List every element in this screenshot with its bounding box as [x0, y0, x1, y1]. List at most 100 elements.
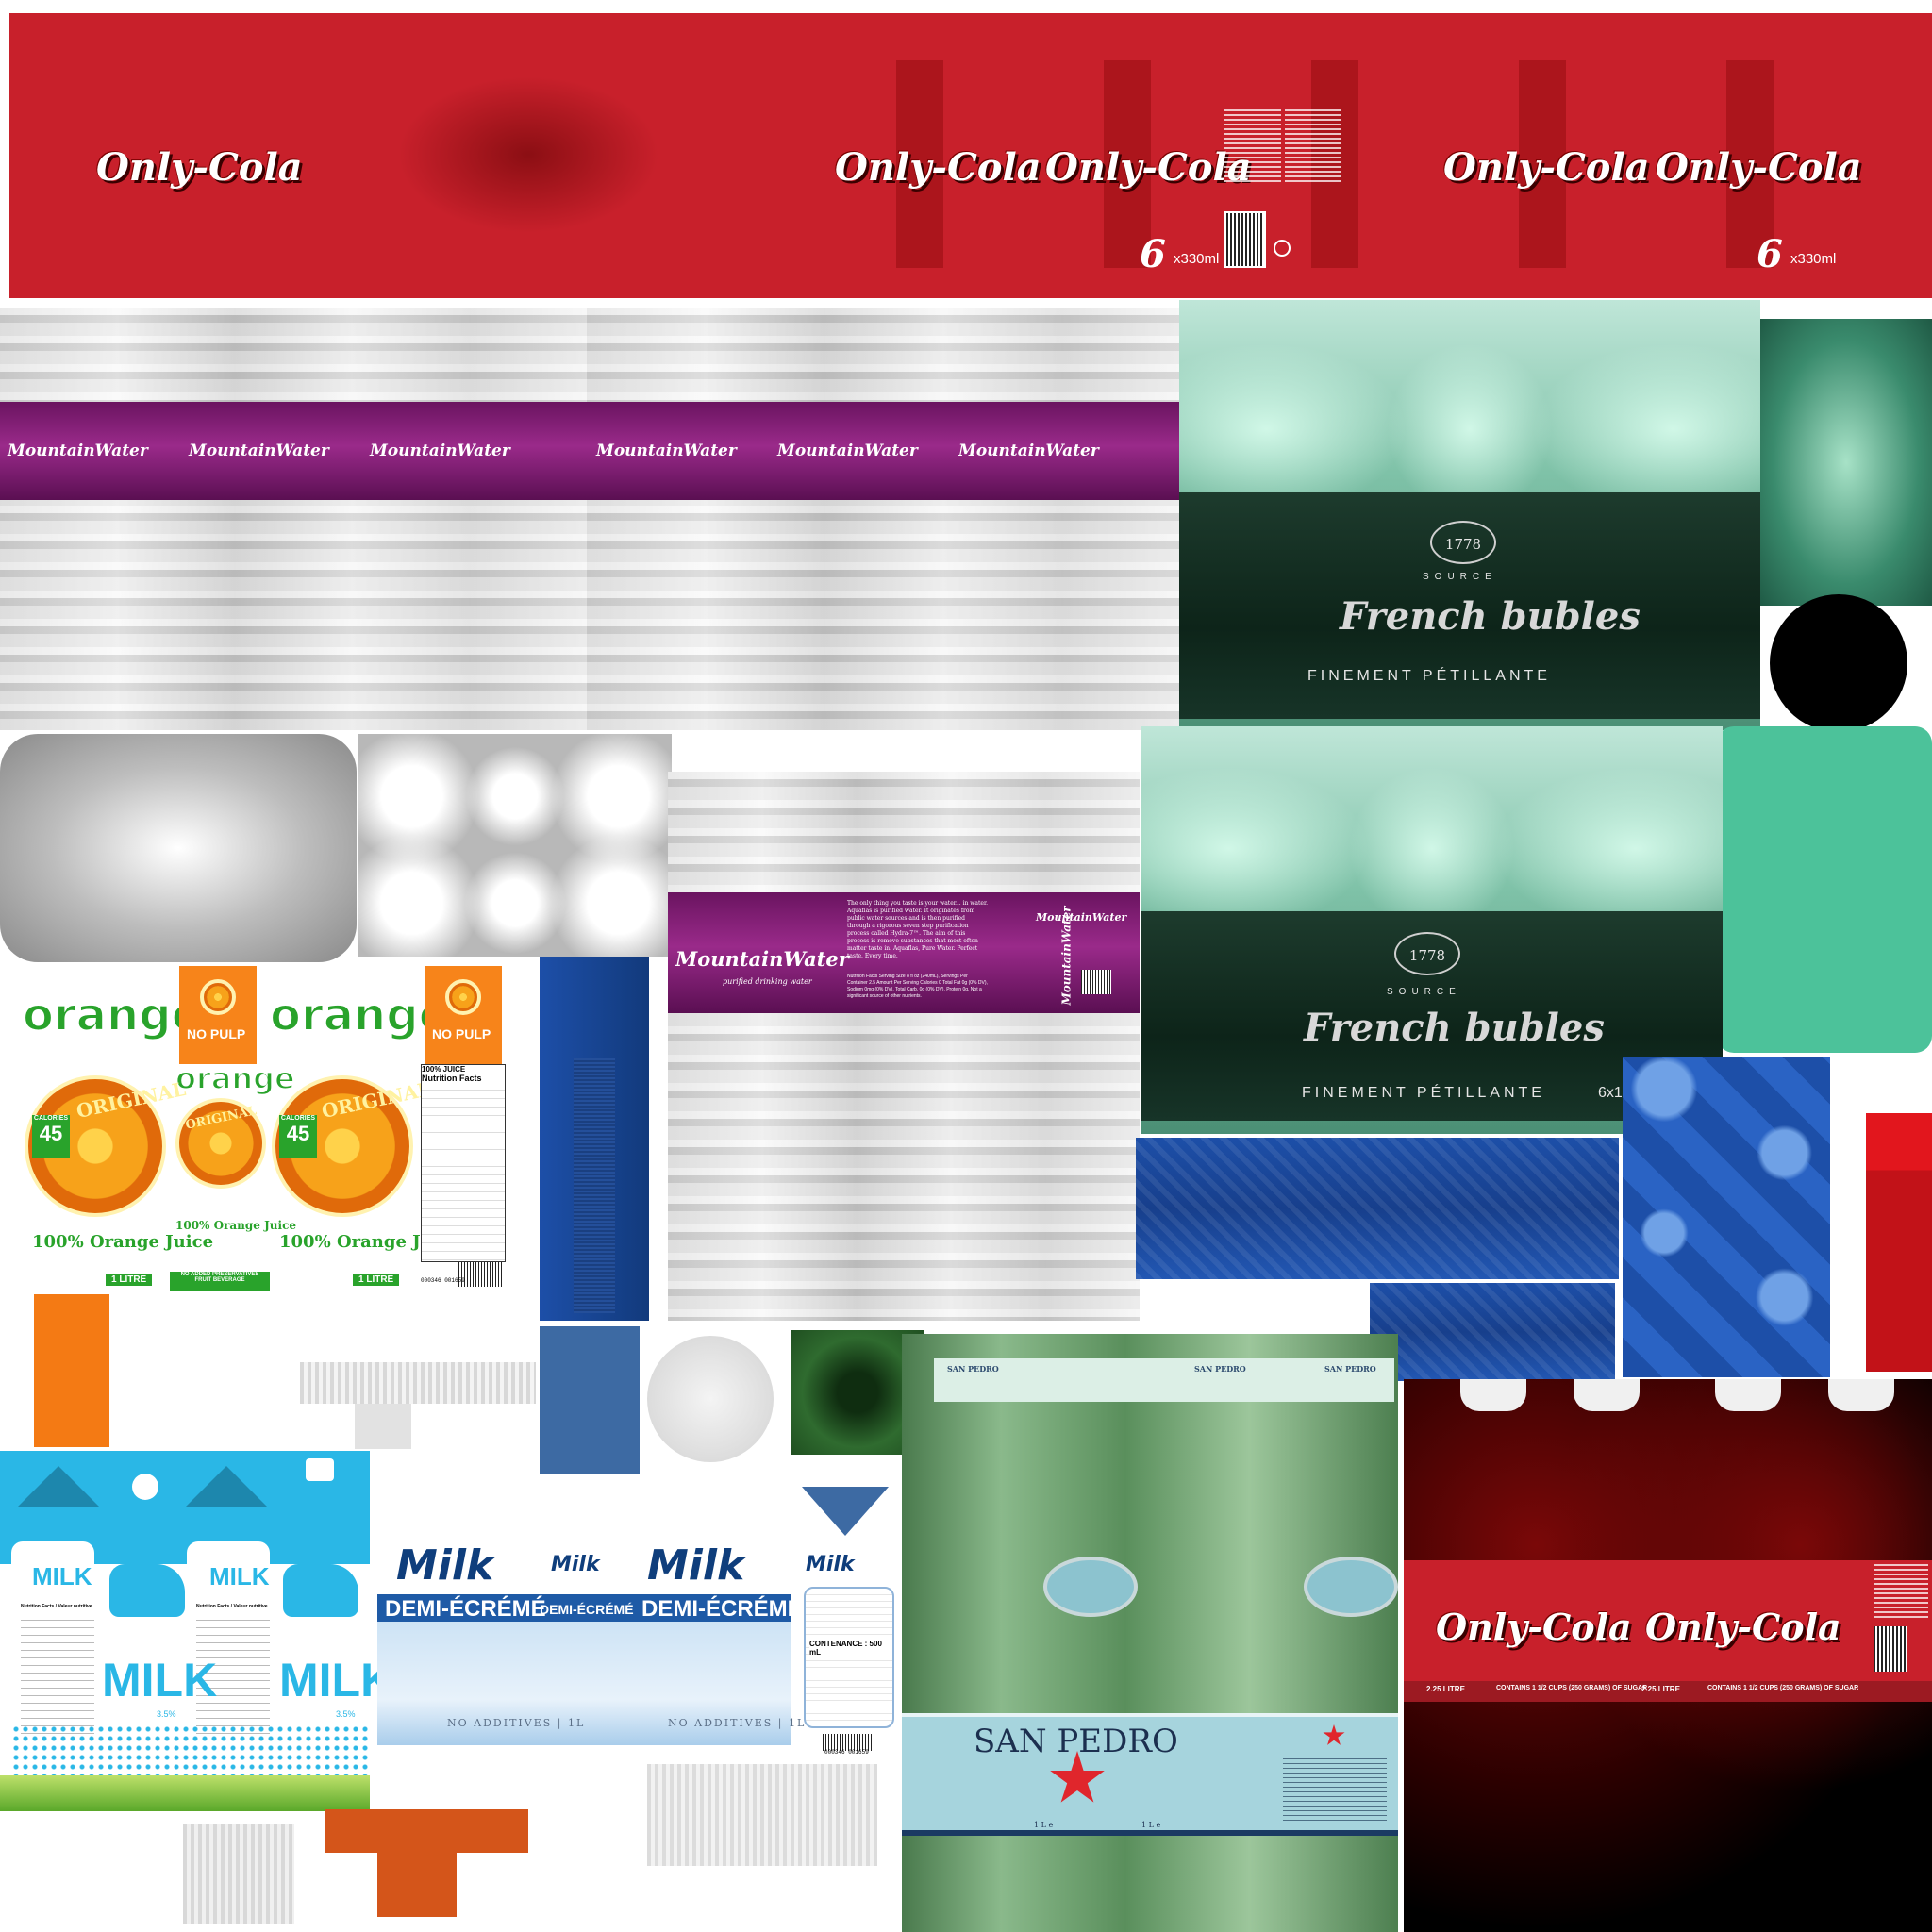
sp-volume-1: 1 L e	[1034, 1821, 1054, 1829]
sp-emblem-2	[1304, 1557, 1398, 1617]
count-big-2: 6	[1757, 232, 1783, 276]
milk-nutrition-table-2	[196, 1613, 270, 1736]
only-cola-pack-strip: Only-Cola Only-Cola Only-Cola Only-Cola …	[9, 13, 1932, 298]
mw-barcode	[1081, 970, 1111, 994]
sp-volume-2: 1 L e	[1141, 1821, 1161, 1829]
blue-neck-strip	[540, 957, 649, 1321]
milk-label-big-2: MILK	[279, 1654, 395, 1707]
green-scrap-2	[1717, 726, 1932, 1053]
milk-nutrition-title-1: Nutrition Facts / Valeur nutritive	[21, 1604, 92, 1609]
mw-logo-1c: MountainWater	[370, 441, 510, 460]
mw-label-nutrition: Nutrition Facts Serving Size 8 fl oz (24…	[847, 974, 988, 999]
ingredients-panel	[1224, 109, 1281, 185]
fb-title-bottom: French bubles	[1304, 1006, 1605, 1050]
milk-label-small-1: MILK	[32, 1562, 92, 1591]
no-preservatives-label: NO ADDED PRESERVATIVES	[180, 1272, 259, 1277]
no-pulp-icon-1	[200, 979, 236, 1015]
oj-barcode-number: 000346 001659	[421, 1277, 465, 1284]
calories-value-2: 45	[286, 1122, 310, 1145]
orange-image-1	[25, 1075, 166, 1217]
sp-emblem-1	[1043, 1557, 1138, 1617]
mw-label-logo-small: MountainWater	[1036, 911, 1127, 924]
sp-brand: SAN PEDRO	[974, 1723, 1178, 1760]
black-disc	[1770, 594, 1907, 732]
mountain-water-band-2: MountainWater MountainWater MountainWate…	[587, 402, 1181, 500]
mountain-water-pack-1	[0, 308, 587, 730]
bottle-logo-2: Only-Cola	[1645, 1606, 1841, 1648]
gray-spout-3	[647, 1764, 877, 1866]
no-preservatives-box: NO ADDED PRESERVATIVES FRUIT BEVERAGE	[170, 1272, 270, 1291]
only-cola-bottle-label: Only-Cola Only-Cola 2.25 LITRE CONTAINS …	[1404, 1560, 1932, 1702]
mw-logo-1a: MountainWater	[8, 441, 148, 460]
milk-contenance: CONTENANCE : 500 mL	[809, 1640, 892, 1657]
sp-info-text	[1283, 1755, 1387, 1821]
milk-carton-white: Milk Milk Milk Milk DEMI-ÉCRÉMÉ DEMI-ÉCR…	[377, 1474, 898, 1757]
cow-silhouette-2	[283, 1564, 358, 1617]
count-big-1: 6	[1140, 232, 1166, 276]
fb-badge-top: 1778	[1430, 521, 1496, 564]
fb-source-top: SOURCE	[1423, 572, 1497, 582]
only-cola-logo-3: Only-Cola	[1045, 145, 1252, 190]
sp-top-label-3: SAN PEDRO	[1324, 1364, 1376, 1374]
only-cola-bottle-pack: Only-Cola Only-Cola 2.25 LITRE CONTAINS …	[1404, 1379, 1932, 1932]
count-unit-2: x330ml	[1790, 251, 1837, 267]
oj-nutrition-header: 100% JUICE	[422, 1065, 505, 1074]
bottle-cap-3	[1715, 1379, 1781, 1411]
no-pulp-label-2: NO PULP	[432, 1026, 491, 1041]
only-cola-logo-2: Only-Cola	[835, 145, 1041, 190]
milk-brand-2: Milk	[551, 1553, 600, 1576]
fruit-beverage-label: FRUIT BEVERAGE	[194, 1277, 245, 1283]
calories-badge-1: CALORIES 45	[32, 1115, 70, 1158]
orange-image-2	[175, 1098, 266, 1189]
fb-source-bottom: SOURCE	[1387, 987, 1461, 997]
bottle-barcode	[1874, 1626, 1907, 1672]
mountain-water-label: MountainWater purified drinking water Th…	[668, 892, 1140, 1013]
french-bubles-band-top: 1778 SOURCE French bubles FINEMENT PÉTIL…	[1179, 492, 1760, 719]
sp-top-label-1: SAN PEDRO	[947, 1364, 999, 1374]
oj-brand-2: orange	[269, 988, 450, 1042]
only-cola-logo-4: Only-Cola	[1443, 145, 1650, 190]
gray-spout-1	[300, 1362, 536, 1404]
bottle-sugar-2: CONTAINS 1 1/2 CUPS (250 GRAMS) OF SUGAR	[1707, 1685, 1859, 1691]
bottle-sugar-1: CONTAINS 1 1/2 CUPS (250 GRAMS) OF SUGAR	[1496, 1685, 1648, 1691]
milk-roof-1	[17, 1466, 100, 1507]
milk-variant-band	[377, 1594, 791, 1745]
milk-nutrition-table-1	[21, 1613, 94, 1736]
milk-footer-2: NO ADDITIVES | 1L	[668, 1717, 807, 1729]
no-pulp-label-1: NO PULP	[187, 1026, 246, 1041]
milk-variant-3: DEMI-ÉCRÉMÉ	[641, 1596, 803, 1622]
fb-subtitle-bottom: FINEMENT PÉTILLANTE	[1302, 1085, 1545, 1101]
oj-brand-3: orange	[175, 1059, 296, 1097]
mw-logo-2b: MountainWater	[777, 441, 918, 460]
milk-white-spout	[802, 1487, 889, 1536]
mw-logo-2c: MountainWater	[958, 441, 1099, 460]
milk-barcode-number: 000346 001659	[824, 1749, 869, 1756]
bottle-bottom-texture	[0, 734, 357, 962]
milk-nutrition-title-2: Nutrition Facts / Valeur nutritive	[196, 1604, 268, 1609]
bottle-cap-2	[1574, 1379, 1640, 1411]
milk-variant-1: DEMI-ÉCRÉMÉ	[385, 1596, 546, 1622]
milk-brand-4: Milk	[806, 1553, 855, 1576]
milk-brand-3: Milk	[647, 1541, 745, 1590]
pack-shadow-center	[387, 70, 670, 240]
fb-badge-bottom: 1778	[1394, 932, 1460, 975]
orange-strip	[34, 1294, 109, 1447]
san-pedro-pack	[902, 1334, 1398, 1932]
bottle-volume-1: 2.25 LITRE	[1426, 1685, 1465, 1693]
recycle-icon	[1274, 240, 1291, 257]
bottle-volume-2: 2.25 LITRE	[1641, 1685, 1680, 1693]
blue-caps-cluster	[1623, 1057, 1830, 1377]
count-unit-1: x330ml	[1174, 251, 1220, 267]
mountain-water-pack-2	[587, 308, 1181, 730]
sp-top-label-2: SAN PEDRO	[1194, 1364, 1246, 1374]
bottle-ingredients	[1874, 1564, 1928, 1621]
barcode	[1224, 211, 1266, 268]
orange-spout	[325, 1809, 528, 1853]
orange-juice-carton: orange orange orange NO PULP NO PULP CAL…	[0, 966, 517, 1291]
milk-carton-blue: MILK MILK Nutrition Facts / Valeur nutri…	[0, 1451, 394, 1811]
blue-neck-rib	[574, 1058, 615, 1313]
oj-brand-1: orange	[22, 988, 203, 1042]
size-label-1: 1 LITRE	[106, 1274, 153, 1286]
san-pedro-label: SAN PEDRO 1 L e 1 L e	[902, 1713, 1398, 1836]
milk-variant-2: DEMI-ÉCRÉMÉ	[540, 1602, 634, 1617]
